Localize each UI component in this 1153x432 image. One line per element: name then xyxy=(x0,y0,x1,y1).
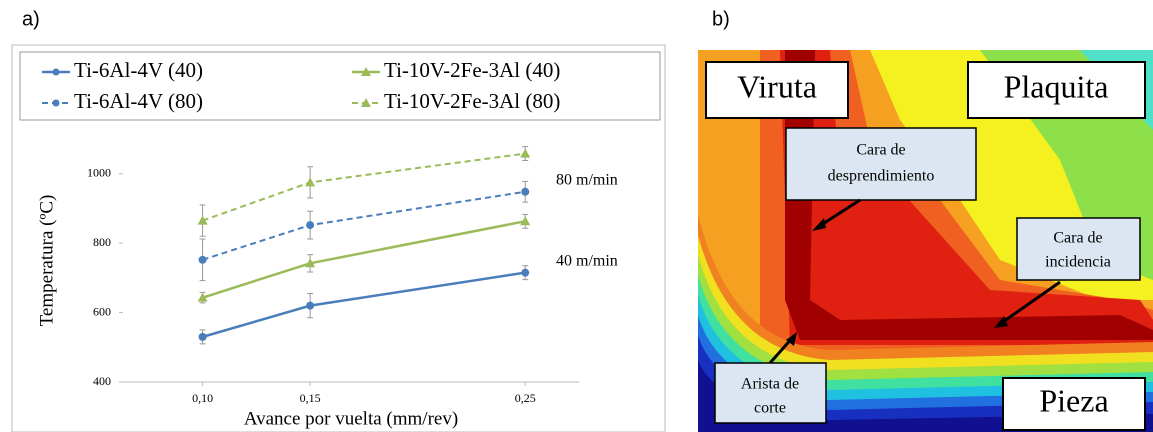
y-tick-label: 800 xyxy=(93,235,111,249)
callout-text: Cara de xyxy=(856,142,905,159)
point xyxy=(521,188,529,196)
legend-label: Ti-10V-2Fe-3Al (80) xyxy=(384,89,560,113)
y-tick-label: 400 xyxy=(93,374,111,388)
point xyxy=(199,256,207,264)
annotation: 40 m/min xyxy=(556,253,618,270)
legend-label: Ti-10V-2Fe-3Al (40) xyxy=(384,58,560,82)
legend-label: Ti-6Al-4V (40) xyxy=(74,58,203,82)
point xyxy=(306,221,314,229)
callout-text: desprendimiento xyxy=(828,168,935,185)
legend-marker xyxy=(53,100,60,107)
region-label: Pieza xyxy=(1039,382,1108,418)
region-label: Plaquita xyxy=(1004,68,1109,104)
point xyxy=(306,302,314,310)
annotation: 80 m/min xyxy=(556,172,618,189)
panel-label: a) xyxy=(22,8,40,30)
x-tick-label: 0,25 xyxy=(515,391,536,405)
x-tick-label: 0,15 xyxy=(300,391,321,405)
panel-label: b) xyxy=(712,8,730,30)
y-tick-label: 1000 xyxy=(87,165,111,179)
legend-marker xyxy=(53,69,60,76)
callout-text: incidencia xyxy=(1045,254,1111,271)
callout-text: Cara de xyxy=(1053,230,1102,247)
y-axis-label: Temperatura (ºC) xyxy=(36,195,57,327)
figure: a) b) 400 600 800 1000 0,10 0,15 0,25 Avance po… xyxy=(0,0,1153,432)
point xyxy=(521,269,529,277)
page: a) b) 400 600 800 1000 0,10 0,15 0,25 Avance po… xyxy=(0,0,1153,432)
point xyxy=(199,333,207,341)
callout-text: corte xyxy=(754,400,786,417)
callout-text: Arista de xyxy=(741,376,799,393)
region-label: Viruta xyxy=(737,68,817,104)
y-tick-label: 600 xyxy=(93,304,111,318)
x-axis-label: Avance por vuelta (mm/rev) xyxy=(244,408,458,429)
x-tick-label: 0,10 xyxy=(192,391,213,405)
legend-label: Ti-6Al-4V (80) xyxy=(74,89,203,113)
